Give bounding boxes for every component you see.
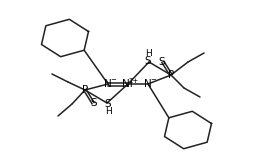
Text: Ni: Ni	[122, 79, 132, 89]
Text: S: S	[145, 56, 151, 66]
Text: −: −	[110, 77, 116, 83]
Text: H: H	[105, 108, 111, 117]
Text: N: N	[104, 79, 112, 89]
Text: 2+: 2+	[129, 78, 139, 84]
Text: H: H	[145, 48, 151, 57]
Text: −: −	[150, 77, 156, 83]
Text: S: S	[159, 57, 165, 67]
Text: P: P	[82, 85, 88, 95]
Text: S: S	[105, 99, 111, 109]
Text: N: N	[144, 79, 152, 89]
Text: S: S	[91, 98, 97, 108]
Text: P: P	[168, 70, 174, 80]
